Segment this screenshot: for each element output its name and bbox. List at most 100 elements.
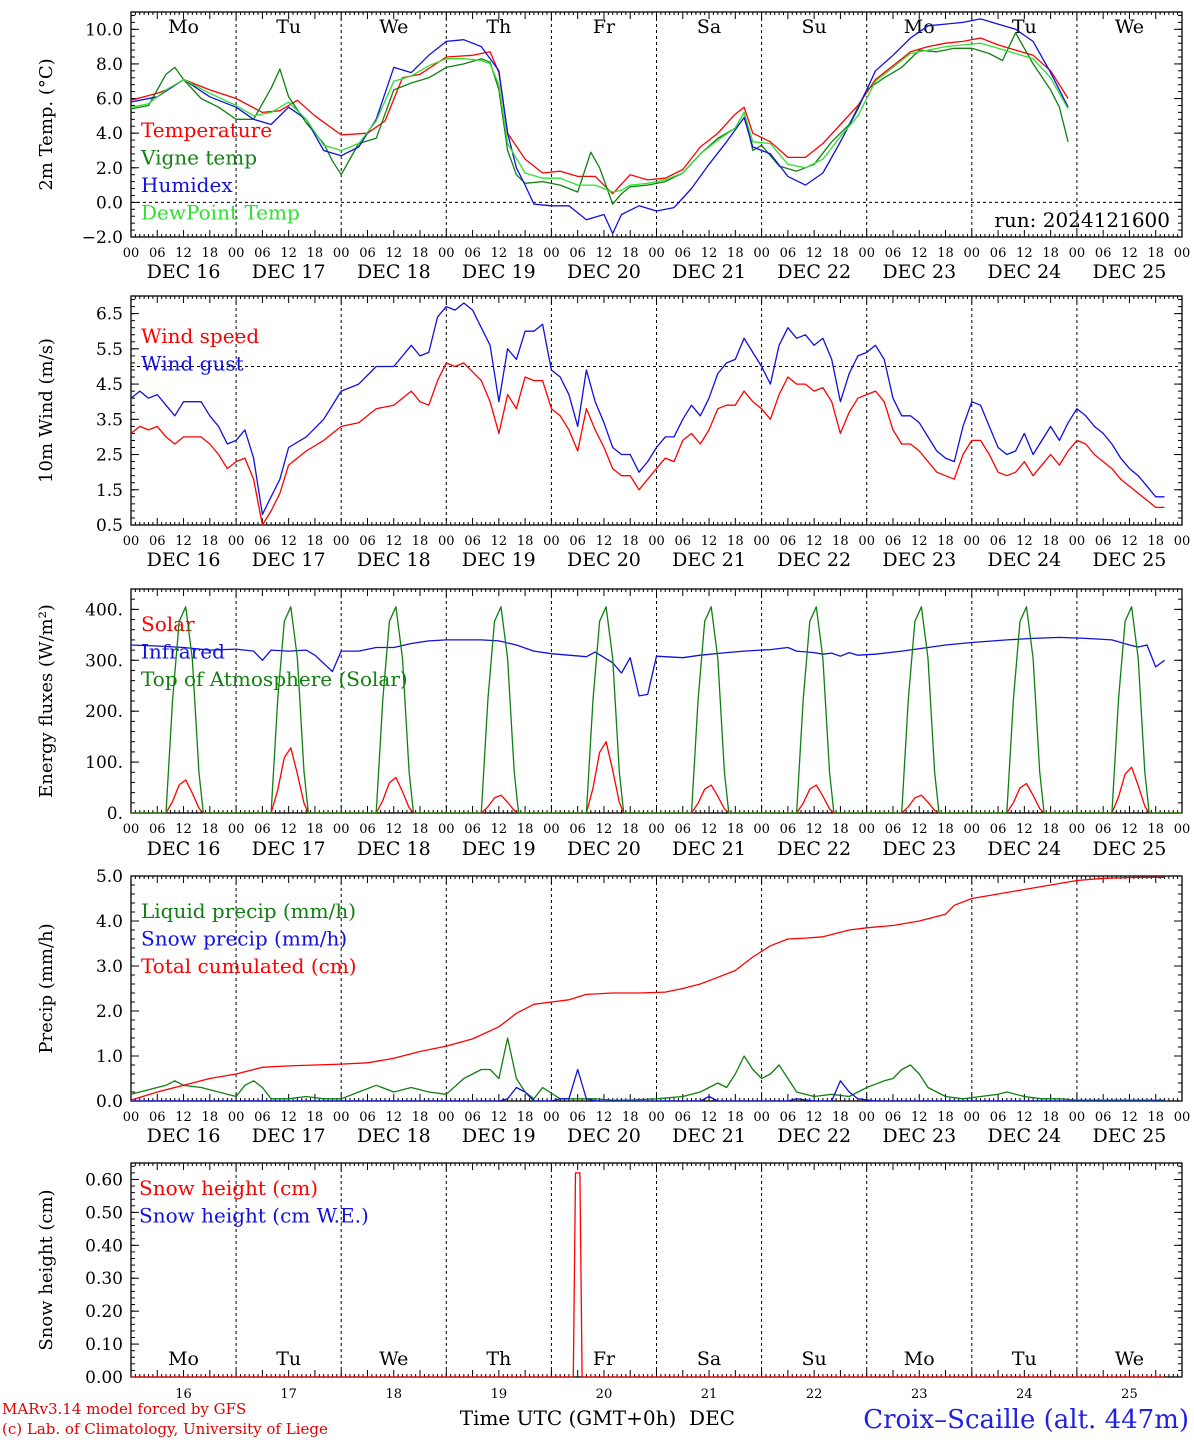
model-credit: MARv3.14 model forced by GFS <box>2 1400 246 1418</box>
legend-item: Snow height (cm W.E.) <box>139 1204 369 1228</box>
date-label: DEC 23 <box>882 1125 956 1147</box>
hour-label: 06 <box>990 1110 1007 1125</box>
series-line-dewpoint-temp <box>130 42 1069 193</box>
hour-label: 18 <box>832 822 849 837</box>
hour-label: 12 <box>596 1110 613 1125</box>
y-tick-label: 200. <box>85 702 123 722</box>
hour-label: 18 <box>202 534 219 549</box>
date-label: DEC 20 <box>567 1125 641 1147</box>
hour-label: 12 <box>911 246 928 261</box>
date-label: DEC 25 <box>1093 838 1167 860</box>
hour-label: 18 <box>517 1110 534 1125</box>
hour-label: 00 <box>123 822 140 837</box>
day-number-label: 16 <box>175 1387 192 1402</box>
weekday-label: We <box>379 16 408 38</box>
hour-label: 06 <box>780 246 797 261</box>
hour-label: 06 <box>464 246 481 261</box>
legend-item: Snow height (cm) <box>139 1176 318 1200</box>
run-annotation: run: 2024121600 <box>994 208 1170 232</box>
hour-label: 06 <box>254 1110 271 1125</box>
hour-label: 18 <box>622 1110 639 1125</box>
hour-label: 00 <box>1174 246 1191 261</box>
hour-label: 12 <box>1121 822 1138 837</box>
y-tick-label: 0.30 <box>85 1269 123 1289</box>
hour-label: 00 <box>964 1110 981 1125</box>
hour-label: 06 <box>254 246 271 261</box>
weekday-label: Sa <box>697 1348 721 1370</box>
hour-label: 00 <box>858 246 875 261</box>
legend-item: Infrared <box>141 640 225 664</box>
hour-label: 18 <box>412 822 429 837</box>
date-label: DEC 24 <box>987 1125 1061 1147</box>
hour-label: 12 <box>596 534 613 549</box>
weekday-label: Tu <box>276 1348 301 1370</box>
hour-label: 06 <box>149 822 166 837</box>
date-label: DEC 18 <box>357 261 431 283</box>
date-label: DEC 18 <box>357 1125 431 1147</box>
hour-label: 06 <box>885 534 902 549</box>
hour-label: 06 <box>885 1110 902 1125</box>
weekday-label: Mo <box>904 1348 935 1370</box>
date-label: DEC 23 <box>882 549 956 571</box>
y-tick-label: 0.20 <box>85 1302 123 1322</box>
hour-label: 06 <box>464 1110 481 1125</box>
hour-label: 06 <box>780 534 797 549</box>
hour-label: 18 <box>727 822 744 837</box>
hour-label: 06 <box>885 246 902 261</box>
series-line-vigne-temp <box>130 32 1069 205</box>
hour-label: 00 <box>858 534 875 549</box>
y-tick-label: 6.0 <box>96 90 123 110</box>
hour-label: 12 <box>596 822 613 837</box>
hour-label: 00 <box>753 1110 770 1125</box>
hour-label: 00 <box>1069 1110 1086 1125</box>
hour-label: 12 <box>701 534 718 549</box>
y-tick-label: 1.0 <box>96 1047 123 1067</box>
hour-label: 00 <box>648 1110 665 1125</box>
y-axis-label: 10m Wind (m/s) <box>36 338 57 483</box>
hour-label: 00 <box>1069 534 1086 549</box>
hour-label: 06 <box>885 822 902 837</box>
panel-temp: −2.0 0.0 2.0 4.0 6.0 8.0 10.0 2m Temp. (°C) 00 06… <box>36 11 1191 283</box>
hour-label: 18 <box>727 534 744 549</box>
hour-label: 18 <box>937 1110 954 1125</box>
hour-label: 18 <box>307 246 324 261</box>
hour-label: 12 <box>1016 534 1033 549</box>
legend-item: DewPoint Temp <box>141 201 300 225</box>
hour-label: 06 <box>569 822 586 837</box>
legend-item: Top of Atmosphere (Solar) <box>141 667 408 691</box>
hour-label: 00 <box>543 1110 560 1125</box>
series-line-snow-height-cm- <box>131 1172 1165 1378</box>
hour-label: 00 <box>964 534 981 549</box>
hour-label: 00 <box>858 1110 875 1125</box>
y-tick-label: 0.10 <box>85 1335 123 1355</box>
y-tick-label: 0.50 <box>85 1203 123 1223</box>
hour-label: 12 <box>491 822 508 837</box>
hour-label: 18 <box>307 822 324 837</box>
hour-label: 00 <box>228 534 245 549</box>
hour-label: 00 <box>753 534 770 549</box>
y-tick-label: 0.40 <box>85 1236 123 1256</box>
hour-label: 12 <box>280 246 297 261</box>
hour-label: 12 <box>1016 1110 1033 1125</box>
hour-label: 06 <box>464 534 481 549</box>
date-label: DEC 18 <box>357 549 431 571</box>
weekday-label: Sa <box>697 16 721 38</box>
hour-label: 18 <box>517 822 534 837</box>
hour-label: 12 <box>280 1110 297 1125</box>
hour-label: 12 <box>596 246 613 261</box>
date-label: DEC 17 <box>252 261 326 283</box>
y-tick-label: 400. <box>85 600 123 620</box>
hour-label: 18 <box>832 246 849 261</box>
date-label: DEC 16 <box>147 261 221 283</box>
y-tick-label: 3.0 <box>96 957 123 977</box>
hour-label: 00 <box>648 822 665 837</box>
hour-label: 12 <box>911 534 928 549</box>
y-tick-label: −2.0 <box>82 228 123 248</box>
legend-item: Solar <box>141 612 195 636</box>
y-tick-label: 4.0 <box>96 124 123 144</box>
hour-label: 00 <box>228 822 245 837</box>
hour-label: 12 <box>1016 822 1033 837</box>
date-label: DEC 17 <box>252 838 326 860</box>
hour-label: 18 <box>937 246 954 261</box>
